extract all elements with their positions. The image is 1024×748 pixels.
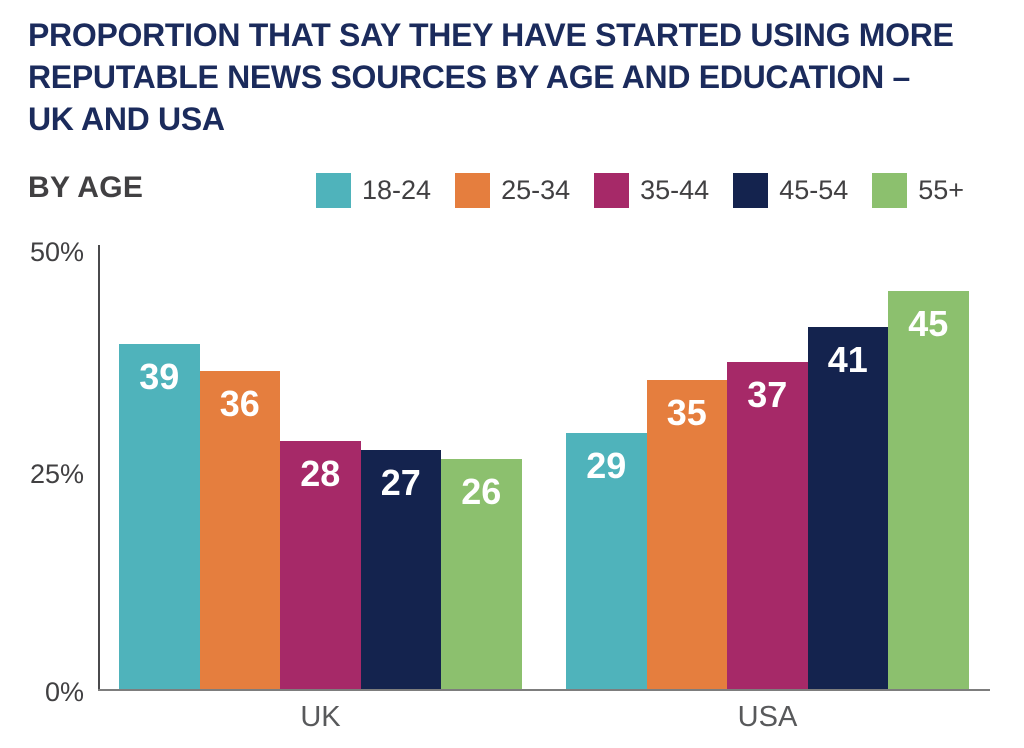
y-tick-0pct: 0% [44,677,84,707]
bar-value-label: 26 [461,471,502,512]
bar-value-label: 28 [300,453,341,494]
bar-value-label: 27 [380,462,421,503]
section-label-by-age: BY AGE [28,171,144,204]
bar-group-usa: 29 35 37 41 45 [566,291,969,689]
legend-entry-55+: 55+ [872,172,965,208]
legend-label: 45-54 [779,174,849,205]
legend-label: 35-44 [640,174,710,205]
bar-value-label: 29 [586,445,627,486]
bar-chart-plot: 39 36 28 27 26 29 35 37 41 45 [98,245,990,691]
legend-entry-35-44: 35-44 [594,172,710,208]
bar-value-label: 36 [219,383,260,424]
legend-entry-18-24: 18-24 [316,172,432,208]
bar-uk-55+: 26 [441,459,522,689]
legend-swatch-35-44 [594,172,630,208]
legend-label: 18-24 [362,174,432,205]
bar-usa-45-54: 41 [807,327,888,689]
legend-swatch-25-34 [455,172,491,208]
bar-value-label: 35 [666,392,707,433]
legend-swatch-55+ [872,172,908,208]
title-line-3: UK AND USA [28,101,225,137]
y-tick-50pct: 50% [29,237,84,267]
legend: 18-24 25-34 35-44 45-54 55+ [316,172,964,208]
legend-swatch-18-24 [316,172,351,208]
bar-usa-35-44: 37 [727,362,808,689]
bar-uk-25-34: 36 [199,371,280,689]
y-tick-25pct: 25% [29,459,84,489]
title-line-2: REPUTABLE NEWS SOURCES BY AGE AND EDUCAT… [28,59,910,95]
x-axis-baseline [98,689,990,691]
bar-uk-18-24: 39 [119,344,200,689]
bar-uk-35-44: 28 [280,441,361,689]
bar-group-uk: 39 36 28 27 26 [119,344,522,689]
legend-label: 25-34 [501,174,571,205]
bar-usa-18-24: 29 [566,433,647,689]
legend-entry-45-54: 45-54 [733,172,849,208]
bar-value-label: 45 [908,303,949,344]
title-line-1: PROPORTION THAT SAY THEY HAVE STARTED US… [28,17,954,53]
bar-usa-55+: 45 [888,291,969,689]
legend-entry-25-34: 25-34 [455,172,571,208]
bar-value-label: 37 [747,374,788,415]
x-label-usa: USA [737,701,798,733]
y-axis-line [98,245,100,690]
bar-usa-25-34: 35 [646,380,727,689]
y-axis-ticks: 50% 25% 0% [0,0,84,748]
page-title: PROPORTION THAT SAY THEY HAVE STARTED US… [28,14,1008,140]
bar-value-label: 41 [827,339,868,380]
legend-swatch-45-54 [733,172,769,208]
legend-label: 55+ [918,174,965,205]
x-label-uk: UK [300,701,341,733]
bar-uk-45-54: 27 [360,450,441,689]
bar-value-label: 39 [139,356,180,397]
